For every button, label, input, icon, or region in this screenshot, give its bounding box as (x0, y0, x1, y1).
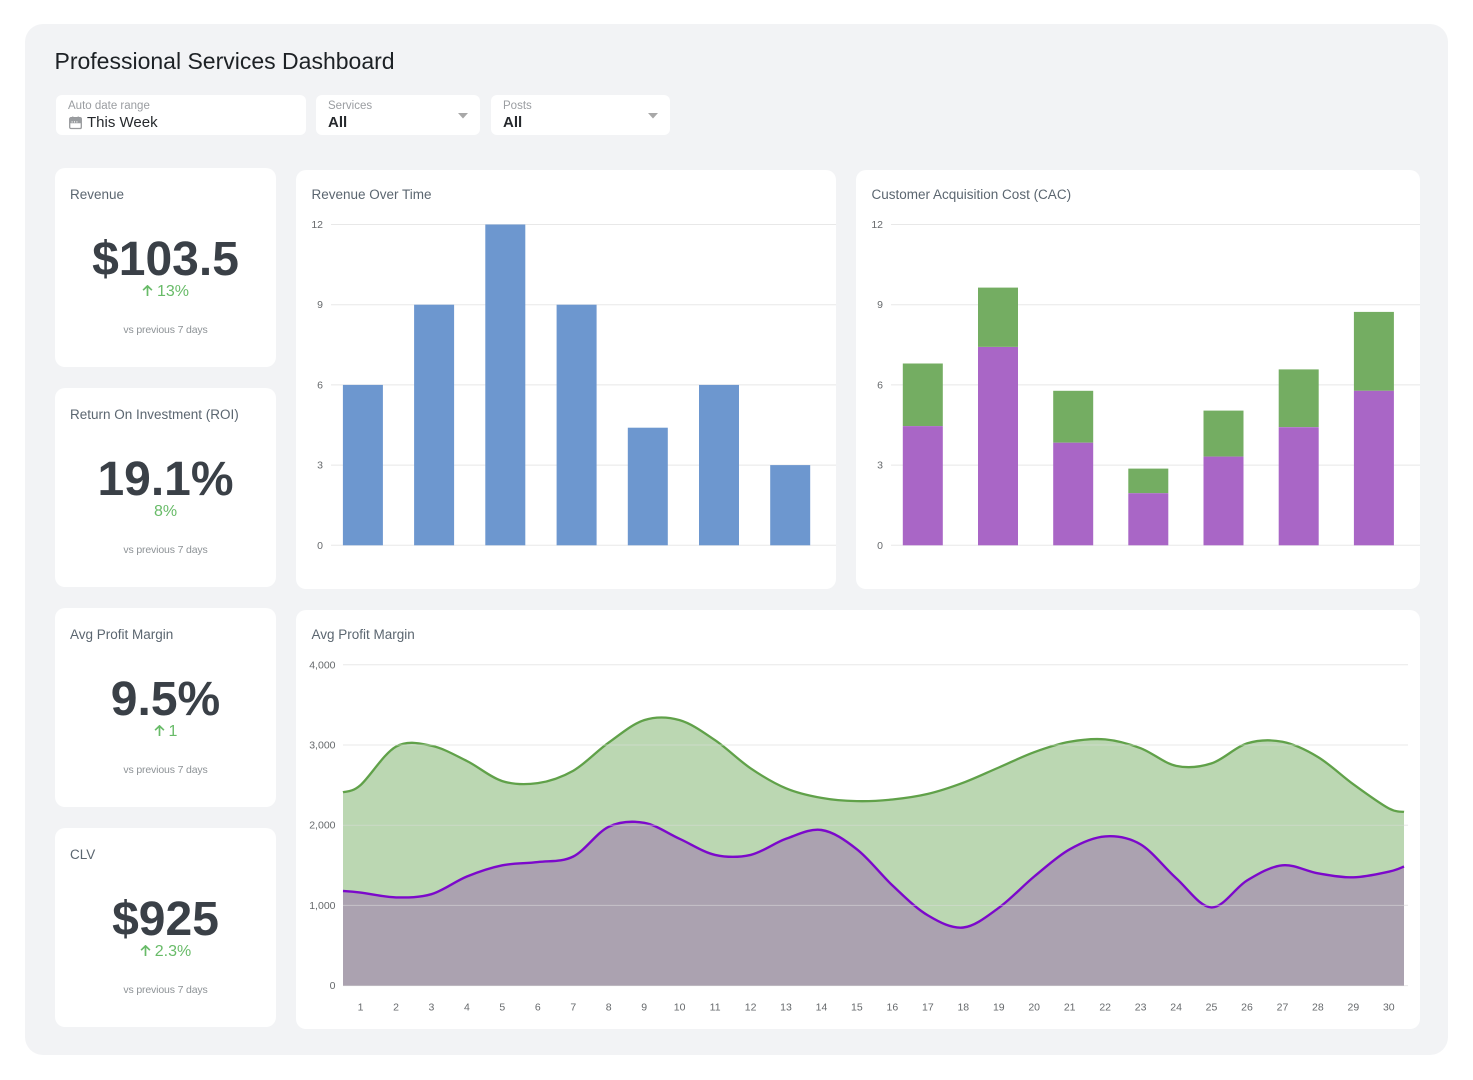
svg-text:16: 16 (887, 1002, 899, 1014)
svg-text:30: 30 (1383, 1002, 1395, 1014)
svg-text:17: 17 (922, 1002, 934, 1014)
svg-text:25: 25 (1206, 1002, 1218, 1014)
svg-text:2: 2 (393, 1002, 399, 1014)
svg-text:13: 13 (780, 1002, 792, 1014)
svg-text:6: 6 (535, 1002, 541, 1014)
svg-text:6: 6 (877, 379, 883, 391)
svg-text:20: 20 (1028, 1002, 1040, 1014)
svg-text:0: 0 (330, 980, 336, 992)
svg-text:12: 12 (311, 219, 323, 231)
svg-text:4,000: 4,000 (309, 659, 335, 671)
svg-text:3,000: 3,000 (309, 740, 335, 752)
svg-text:23: 23 (1135, 1002, 1147, 1014)
svg-text:18: 18 (957, 1002, 969, 1014)
svg-text:1,000: 1,000 (309, 900, 335, 912)
svg-text:9: 9 (317, 299, 323, 311)
svg-text:4: 4 (464, 1002, 470, 1014)
svg-text:11: 11 (710, 1002, 721, 1014)
svg-text:28: 28 (1312, 1002, 1324, 1014)
svg-text:0: 0 (317, 540, 323, 552)
svg-text:21: 21 (1064, 1002, 1076, 1014)
svg-text:9: 9 (877, 299, 883, 311)
svg-text:26: 26 (1241, 1002, 1253, 1014)
svg-text:12: 12 (871, 219, 883, 231)
svg-text:1: 1 (358, 1002, 364, 1014)
svg-text:22: 22 (1099, 1002, 1111, 1014)
svg-text:3: 3 (317, 460, 323, 472)
svg-text:19: 19 (993, 1002, 1005, 1014)
svg-text:9: 9 (641, 1002, 647, 1014)
svg-text:3: 3 (877, 460, 883, 472)
svg-text:29: 29 (1348, 1002, 1360, 1014)
svg-text:5: 5 (499, 1002, 505, 1014)
svg-text:7: 7 (570, 1002, 576, 1014)
svg-text:2,000: 2,000 (309, 820, 335, 832)
svg-text:24: 24 (1170, 1002, 1182, 1014)
svg-text:0: 0 (877, 540, 883, 552)
svg-text:14: 14 (816, 1002, 828, 1014)
svg-text:15: 15 (851, 1002, 863, 1014)
svg-text:10: 10 (674, 1002, 686, 1014)
svg-text:12: 12 (745, 1002, 757, 1014)
svg-text:8: 8 (606, 1002, 612, 1014)
svg-text:6: 6 (317, 379, 323, 391)
svg-text:3: 3 (428, 1002, 434, 1014)
svg-text:27: 27 (1277, 1002, 1289, 1014)
